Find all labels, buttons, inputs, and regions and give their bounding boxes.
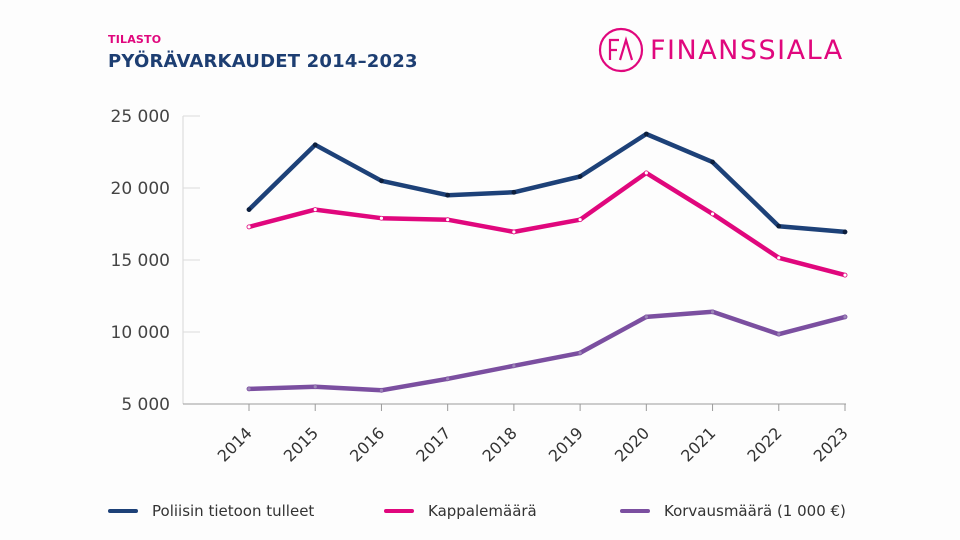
data-point (577, 174, 583, 179)
x-tick-label: 2014 (214, 423, 256, 465)
data-point (379, 387, 384, 393)
x-tick-label: 2023 (810, 423, 852, 465)
x-tick-label: 2020 (611, 423, 653, 465)
data-point (511, 363, 517, 369)
data-point (445, 376, 451, 382)
series-line-0 (246, 131, 848, 235)
data-point (577, 350, 583, 356)
chart-title: PYÖRÄVARKAUDET 2014–2023 (108, 51, 418, 72)
data-point (643, 170, 649, 176)
data-point (776, 223, 782, 229)
legend-item-kappalemaara: Kappalemäärä (384, 502, 537, 520)
data-point (445, 192, 451, 198)
data-point (643, 131, 649, 137)
data-point (511, 229, 517, 235)
data-point (312, 384, 318, 390)
finanssiala-logo: FINANSSIALA (598, 26, 844, 74)
fa-logo-icon (598, 27, 644, 73)
legend-label: Poliisin tietoon tulleet (152, 502, 315, 520)
chart-kicker: TILASTO (108, 33, 162, 46)
data-point (776, 331, 782, 337)
data-point (246, 224, 252, 230)
data-point (445, 217, 451, 223)
data-point (511, 189, 517, 195)
logo-text: FINANSSIALA (650, 34, 844, 66)
data-point (842, 314, 848, 320)
data-point (710, 211, 715, 217)
series-line-1 (246, 170, 848, 278)
data-point (842, 272, 848, 278)
x-tick-label: 2017 (412, 423, 454, 465)
legend-swatch-blue (108, 509, 138, 513)
x-tick-label: 2019 (545, 423, 587, 465)
legend-swatch-purple (620, 509, 650, 513)
data-point (710, 309, 715, 315)
legend-label: Korvausmäärä (1 000 €) (664, 502, 846, 520)
y-tick-label: 15 000 (111, 251, 170, 271)
legend-swatch-pink (384, 509, 414, 513)
x-tick-label: 2022 (743, 423, 785, 465)
x-tick-label: 2015 (280, 423, 322, 465)
data-point (842, 229, 848, 235)
data-point (643, 314, 649, 320)
y-tick-label: 5 000 (121, 395, 170, 415)
x-tick-label: 2018 (478, 423, 520, 465)
data-point (312, 142, 318, 148)
y-tick-label: 10 000 (111, 323, 170, 343)
legend-item-poliisi: Poliisin tietoon tulleet (108, 502, 314, 520)
data-point (312, 207, 318, 213)
x-tick-label: 2016 (346, 423, 388, 465)
data-point (776, 255, 782, 261)
legend-label: Kappalemäärä (428, 502, 537, 520)
y-tick-label: 25 000 (111, 107, 170, 127)
data-point (246, 386, 252, 392)
data-point (379, 215, 384, 221)
x-tick-label: 2021 (677, 423, 719, 465)
y-tick-label: 20 000 (111, 179, 170, 199)
data-point (577, 217, 583, 223)
legend-item-korvausmaara: Korvausmäärä (1 000 €) (620, 502, 846, 520)
chart-legend: Poliisin tietoon tulleet Kappalemäärä Ko… (108, 502, 868, 526)
data-point (246, 207, 252, 213)
data-point (710, 159, 715, 165)
series-line-2 (246, 309, 848, 393)
data-point (379, 178, 384, 184)
